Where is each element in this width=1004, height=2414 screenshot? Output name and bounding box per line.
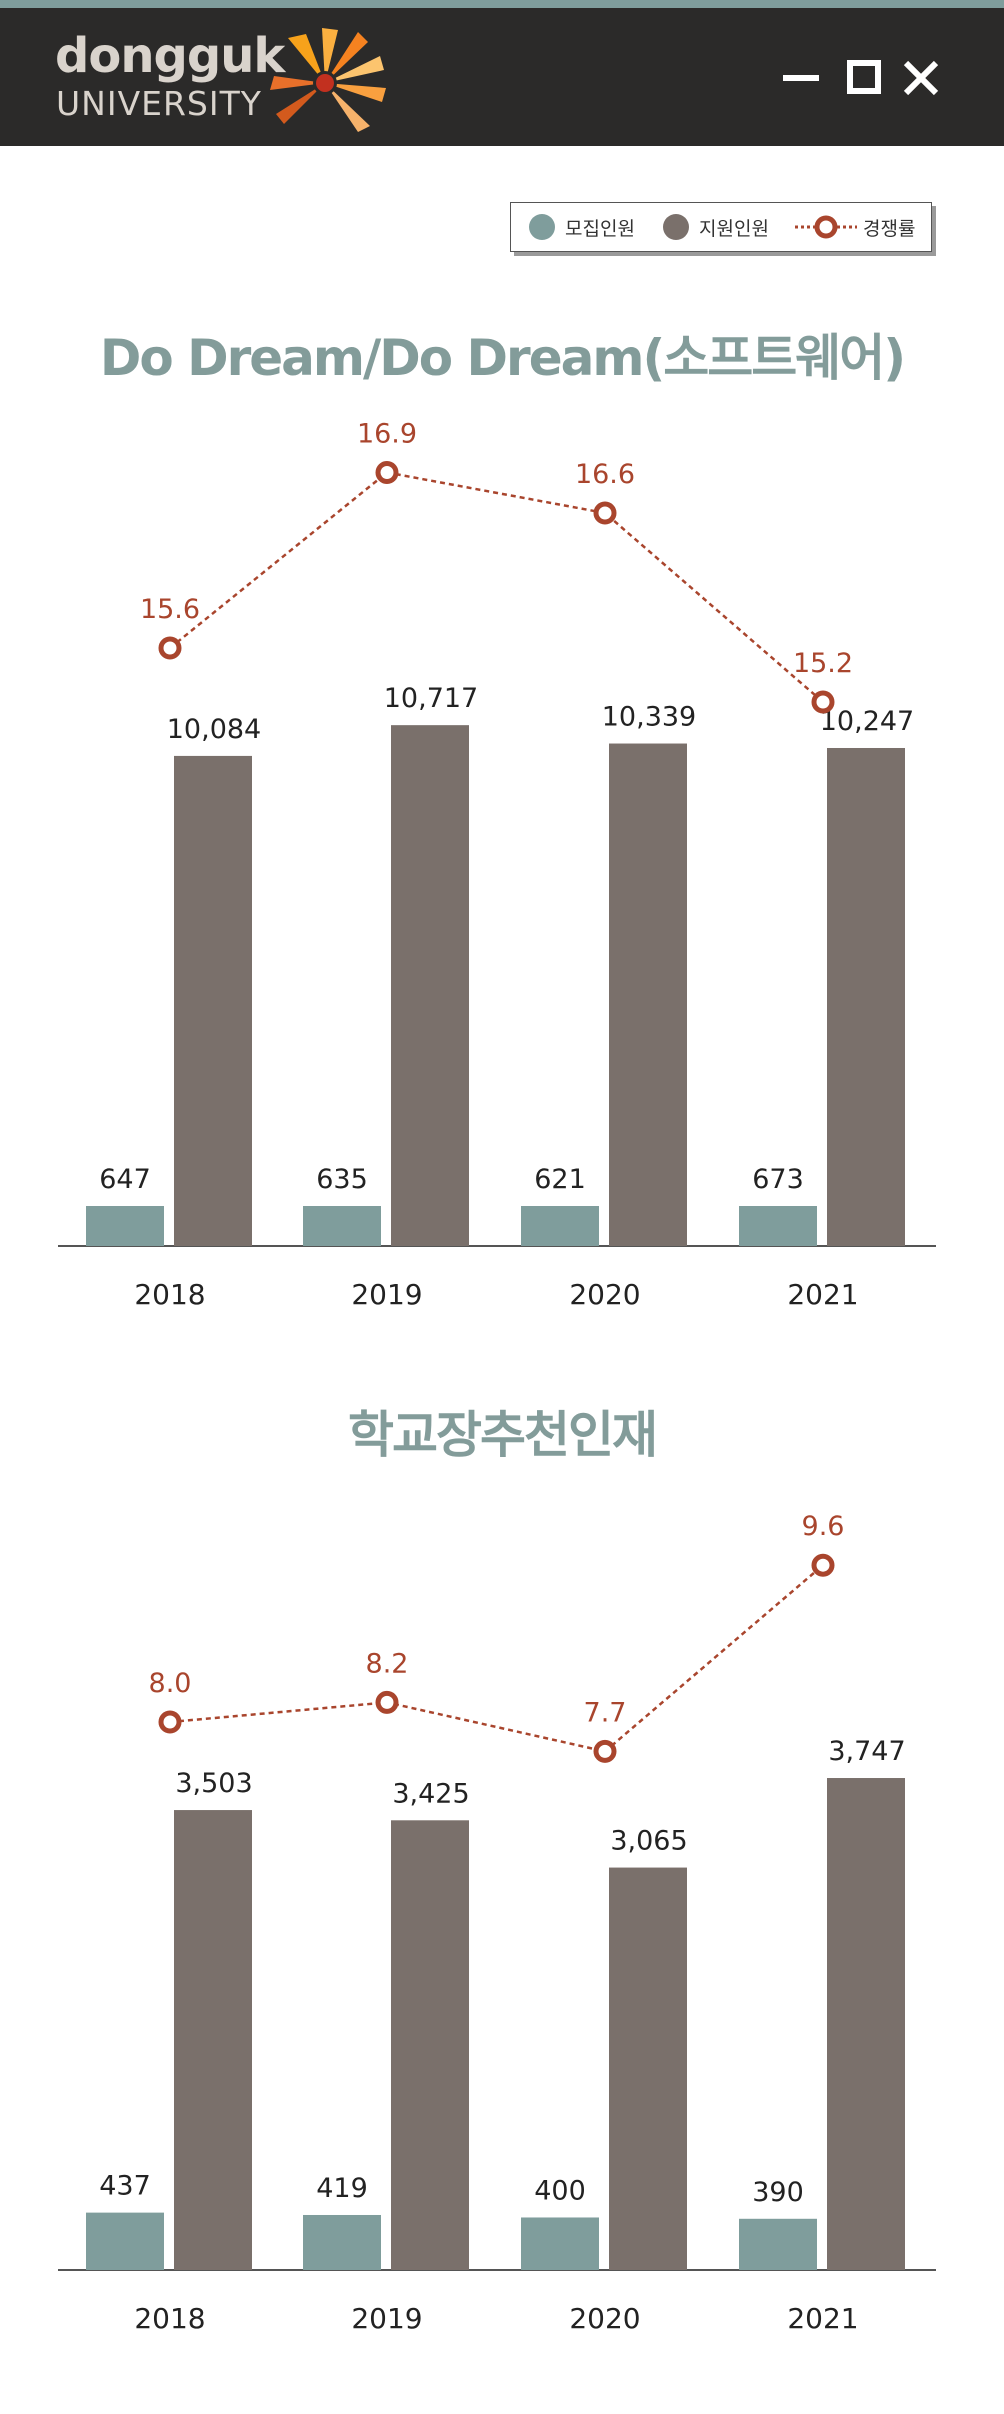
- data-label-applicants-2019: 10,717: [384, 683, 478, 714]
- rate-label-2020: 7.7: [584, 1697, 627, 1728]
- data-label-recruit-2018: 437: [99, 2171, 151, 2202]
- rate-point-2018: [158, 1710, 182, 1734]
- bar-recruit-2021: [739, 2218, 817, 2270]
- rate-label-2019: 8.2: [366, 1648, 409, 1679]
- sunburst-logo-icon: [270, 28, 386, 132]
- data-label-applicants-2018: 3,503: [175, 1768, 252, 1799]
- bar-applicants-2021: [827, 1778, 905, 2270]
- data-label-recruit-2021: 673: [752, 1164, 804, 1195]
- category-label-2020: 2020: [569, 1278, 640, 1311]
- close-button[interactable]: [896, 53, 946, 103]
- minimize-button[interactable]: [776, 53, 826, 103]
- rate-point-2019: [375, 1690, 399, 1714]
- data-label-recruit-2018: 647: [99, 1164, 151, 1195]
- rate-label-2018: 15.6: [140, 594, 200, 625]
- bar-applicants-2020: [609, 1867, 687, 2270]
- rate-label-2019: 16.9: [357, 419, 417, 450]
- data-label-applicants-2019: 3,425: [392, 1778, 469, 1809]
- bar-applicants-2019: [391, 725, 469, 1246]
- category-label-2020: 2020: [569, 2302, 640, 2335]
- legend-item-applicants: 지원인원: [663, 203, 769, 251]
- category-label-2018: 2018: [134, 1278, 205, 1311]
- bar-applicants-2018: [174, 755, 252, 1246]
- rate-label-2018: 8.0: [149, 1668, 192, 1699]
- close-icon: [903, 60, 939, 96]
- bar-recruit-2019: [303, 1206, 381, 1246]
- data-label-recruit-2020: 621: [534, 1164, 586, 1195]
- chart-legend: 모집인원 지원인원 경쟁률: [510, 202, 932, 252]
- rate-point-2021: [811, 690, 835, 714]
- rate-point-2020: [593, 501, 617, 525]
- top-accent-strip: [0, 0, 1004, 8]
- logo-subtitle: UNIVERSITY: [56, 84, 262, 123]
- legend-label-applicants: 지원인원: [699, 217, 769, 240]
- rate-point-2021: [811, 1553, 835, 1577]
- minimize-icon: [783, 75, 819, 81]
- logo-wordmark: dongguk: [55, 28, 285, 84]
- maximize-button[interactable]: [840, 53, 890, 103]
- data-label-recruit-2019: 635: [316, 1164, 368, 1195]
- legend-label-rate: 경쟁률: [863, 217, 916, 240]
- legend-swatch-rate: [795, 215, 857, 239]
- bar-recruit-2018: [86, 2212, 164, 2270]
- legend-swatch-recruit: [529, 214, 555, 240]
- category-label-2019: 2019: [351, 1278, 422, 1311]
- bar-recruit-2020: [521, 1206, 599, 1246]
- legend-label-recruit: 모집인원: [565, 217, 635, 240]
- bar-applicants-2019: [391, 1820, 469, 2270]
- data-label-applicants-2020: 10,339: [602, 702, 696, 733]
- data-label-recruit-2020: 400: [534, 2175, 586, 2206]
- bar-recruit-2021: [739, 1206, 817, 1246]
- bar-applicants-2021: [827, 747, 905, 1246]
- data-label-applicants-2018: 10,084: [167, 714, 261, 745]
- data-label-applicants-2020: 3,065: [610, 1826, 687, 1857]
- chart-dodream: 647 10,084 2018 635 10,717 2019 621 10,339 2020 6…: [58, 419, 936, 1311]
- rate-line: [169, 471, 824, 703]
- data-label-applicants-2021: 3,747: [828, 1736, 905, 1767]
- bar-applicants-2020: [609, 743, 687, 1246]
- bar-applicants-2018: [174, 1810, 252, 2270]
- chart-principal-recommendation: 437 3,503 2018 419 3,425 2019 400 3,065 2020 390 3…: [58, 1511, 936, 2335]
- legend-item-rate: 경쟁률: [795, 203, 915, 251]
- rate-point-2019: [375, 461, 399, 484]
- bar-recruit-2020: [521, 2217, 599, 2270]
- rate-point-2020: [593, 1739, 617, 1763]
- data-label-recruit-2019: 419: [316, 2173, 368, 2204]
- app-header: dongguk UNIVERSITY: [0, 8, 1004, 146]
- rate-line: [169, 1564, 824, 1753]
- bar-recruit-2018: [86, 1206, 164, 1246]
- rate-point-2018: [158, 636, 182, 660]
- category-label-2021: 2021: [787, 1278, 858, 1311]
- chart-title-dodream: Do Dream/Do Dream(소프트웨어): [99, 329, 906, 387]
- rate-label-2021: 9.6: [802, 1511, 845, 1542]
- rate-label-2020: 16.6: [575, 459, 635, 490]
- chart-title-principal-recommendation: 학교장추천인재: [348, 1406, 658, 1464]
- category-label-2019: 2019: [351, 2302, 422, 2335]
- category-label-2018: 2018: [134, 2302, 205, 2335]
- category-label-2021: 2021: [787, 2302, 858, 2335]
- maximize-icon: [847, 60, 881, 94]
- bar-recruit-2019: [303, 2214, 381, 2270]
- rate-label-2021: 15.2: [793, 648, 853, 679]
- legend-swatch-applicants: [663, 214, 689, 240]
- legend-item-recruit: 모집인원: [529, 203, 635, 251]
- data-label-applicants-2021: 10,247: [820, 706, 914, 737]
- data-label-recruit-2021: 390: [752, 2177, 804, 2208]
